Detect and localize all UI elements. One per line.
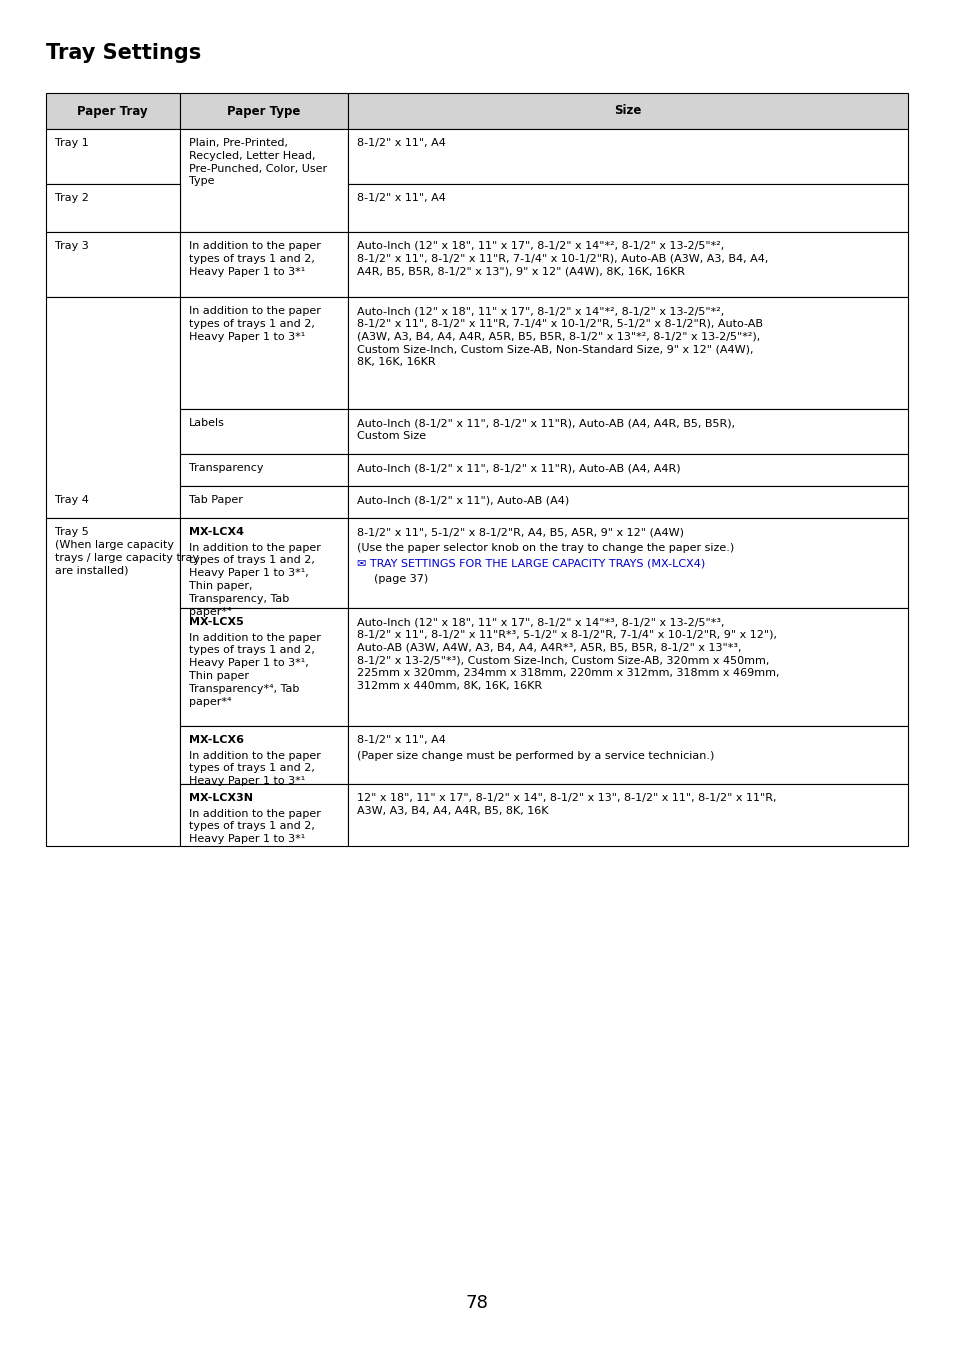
Bar: [347, 409, 907, 454]
Bar: [347, 454, 907, 486]
Bar: [179, 93, 347, 128]
Bar: [347, 128, 907, 184]
Bar: [347, 297, 907, 409]
Bar: [46, 184, 179, 232]
Text: Tray 2: Tray 2: [55, 193, 89, 203]
Bar: [179, 454, 347, 486]
Text: ✉ TRAY SETTINGS FOR THE LARGE CAPACITY TRAYS (MX-LCX4): ✉ TRAY SETTINGS FOR THE LARGE CAPACITY T…: [356, 558, 704, 567]
Bar: [46, 128, 179, 184]
Bar: [347, 184, 907, 232]
Bar: [179, 128, 347, 232]
Bar: [347, 608, 907, 725]
Text: 8-1/2" x 11", A4: 8-1/2" x 11", A4: [356, 138, 445, 149]
Text: In addition to the paper
types of trays 1 and 2,
Heavy Paper 1 to 3*¹,
Thin pape: In addition to the paper types of trays …: [189, 543, 320, 616]
Text: (Use the paper selector knob on the tray to change the paper size.): (Use the paper selector knob on the tray…: [356, 543, 733, 553]
Bar: [179, 486, 347, 517]
Bar: [347, 232, 907, 297]
Bar: [46, 517, 179, 846]
Text: 78: 78: [465, 1294, 488, 1312]
Text: Auto-Inch (8-1/2" x 11", 8-1/2" x 11"R), Auto-AB (A4, A4R, B5, B5R),
Custom Size: Auto-Inch (8-1/2" x 11", 8-1/2" x 11"R),…: [356, 417, 734, 440]
Bar: [179, 232, 347, 297]
Bar: [347, 486, 907, 517]
Text: Auto-Inch (8-1/2" x 11"), Auto-AB (A4): Auto-Inch (8-1/2" x 11"), Auto-AB (A4): [356, 494, 568, 505]
Text: MX-LCX3N: MX-LCX3N: [189, 793, 253, 802]
Text: (Paper size change must be performed by a service technician.): (Paper size change must be performed by …: [356, 751, 714, 761]
Text: Auto-Inch (12" x 18", 11" x 17", 8-1/2" x 14"*³, 8-1/2" x 13-2/5"*³,
8-1/2" x 11: Auto-Inch (12" x 18", 11" x 17", 8-1/2" …: [356, 617, 779, 690]
Text: Tray Settings: Tray Settings: [46, 43, 201, 63]
Bar: [46, 232, 179, 297]
Text: Tray 3: Tray 3: [55, 240, 89, 251]
Text: Tray 5
(When large capacity
trays / large capacity tray
are installed): Tray 5 (When large capacity trays / larg…: [55, 527, 199, 576]
Text: Transparency: Transparency: [189, 463, 263, 473]
Text: Tray 4: Tray 4: [55, 494, 89, 505]
Text: Auto-Inch (12" x 18", 11" x 17", 8-1/2" x 14"*², 8-1/2" x 13-2/5"*²,
8-1/2" x 11: Auto-Inch (12" x 18", 11" x 17", 8-1/2" …: [356, 305, 761, 367]
Text: Plain, Pre-Printed,
Recycled, Letter Head,
Pre-Punched, Color, User
Type: Plain, Pre-Printed, Recycled, Letter Hea…: [189, 138, 326, 186]
Text: Auto-Inch (12" x 18", 11" x 17", 8-1/2" x 14"*², 8-1/2" x 13-2/5"*²,
8-1/2" x 11: Auto-Inch (12" x 18", 11" x 17", 8-1/2" …: [356, 240, 767, 277]
Text: Labels: Labels: [189, 417, 224, 428]
Text: Paper Tray: Paper Tray: [77, 104, 148, 118]
Text: MX-LCX4: MX-LCX4: [189, 527, 243, 536]
Bar: [347, 725, 907, 784]
Bar: [46, 93, 179, 128]
Bar: [179, 608, 347, 725]
Bar: [179, 784, 347, 846]
Text: Auto-Inch (8-1/2" x 11", 8-1/2" x 11"R), Auto-AB (A4, A4R): Auto-Inch (8-1/2" x 11", 8-1/2" x 11"R),…: [356, 463, 679, 473]
Bar: [347, 517, 907, 608]
Text: In addition to the paper
types of trays 1 and 2,
Heavy Paper 1 to 3*¹,
Thin pape: In addition to the paper types of trays …: [189, 632, 320, 707]
Text: In addition to the paper
types of trays 1 and 2,
Heavy Paper 1 to 3*¹: In addition to the paper types of trays …: [189, 808, 320, 844]
Text: In addition to the paper
types of trays 1 and 2,
Heavy Paper 1 to 3*¹: In addition to the paper types of trays …: [189, 305, 320, 342]
Text: (page 37): (page 37): [374, 574, 428, 584]
Text: 12" x 18", 11" x 17", 8-1/2" x 14", 8-1/2" x 13", 8-1/2" x 11", 8-1/2" x 11"R,
A: 12" x 18", 11" x 17", 8-1/2" x 14", 8-1/…: [356, 793, 776, 816]
Bar: [347, 93, 907, 128]
Text: In addition to the paper
types of trays 1 and 2,
Heavy Paper 1 to 3*¹: In addition to the paper types of trays …: [189, 240, 320, 277]
Text: Tray 1: Tray 1: [55, 138, 89, 149]
Text: 8-1/2" x 11", 5-1/2" x 8-1/2"R, A4, B5, A5R, 9" x 12" (A4W): 8-1/2" x 11", 5-1/2" x 8-1/2"R, A4, B5, …: [356, 527, 683, 536]
Bar: [179, 725, 347, 784]
Text: 8-1/2" x 11", A4: 8-1/2" x 11", A4: [356, 193, 445, 203]
Text: MX-LCX5: MX-LCX5: [189, 617, 243, 627]
Text: Paper Type: Paper Type: [227, 104, 300, 118]
Text: In addition to the paper
types of trays 1 and 2,
Heavy Paper 1 to 3*¹: In addition to the paper types of trays …: [189, 751, 320, 786]
Bar: [179, 409, 347, 454]
Bar: [179, 297, 347, 409]
Text: 8-1/2" x 11", A4: 8-1/2" x 11", A4: [356, 735, 445, 744]
Bar: [347, 784, 907, 846]
Bar: [179, 517, 347, 608]
Text: MX-LCX6: MX-LCX6: [189, 735, 243, 744]
Text: Tab Paper: Tab Paper: [189, 494, 242, 505]
Text: Size: Size: [614, 104, 640, 118]
Bar: [46, 297, 179, 517]
